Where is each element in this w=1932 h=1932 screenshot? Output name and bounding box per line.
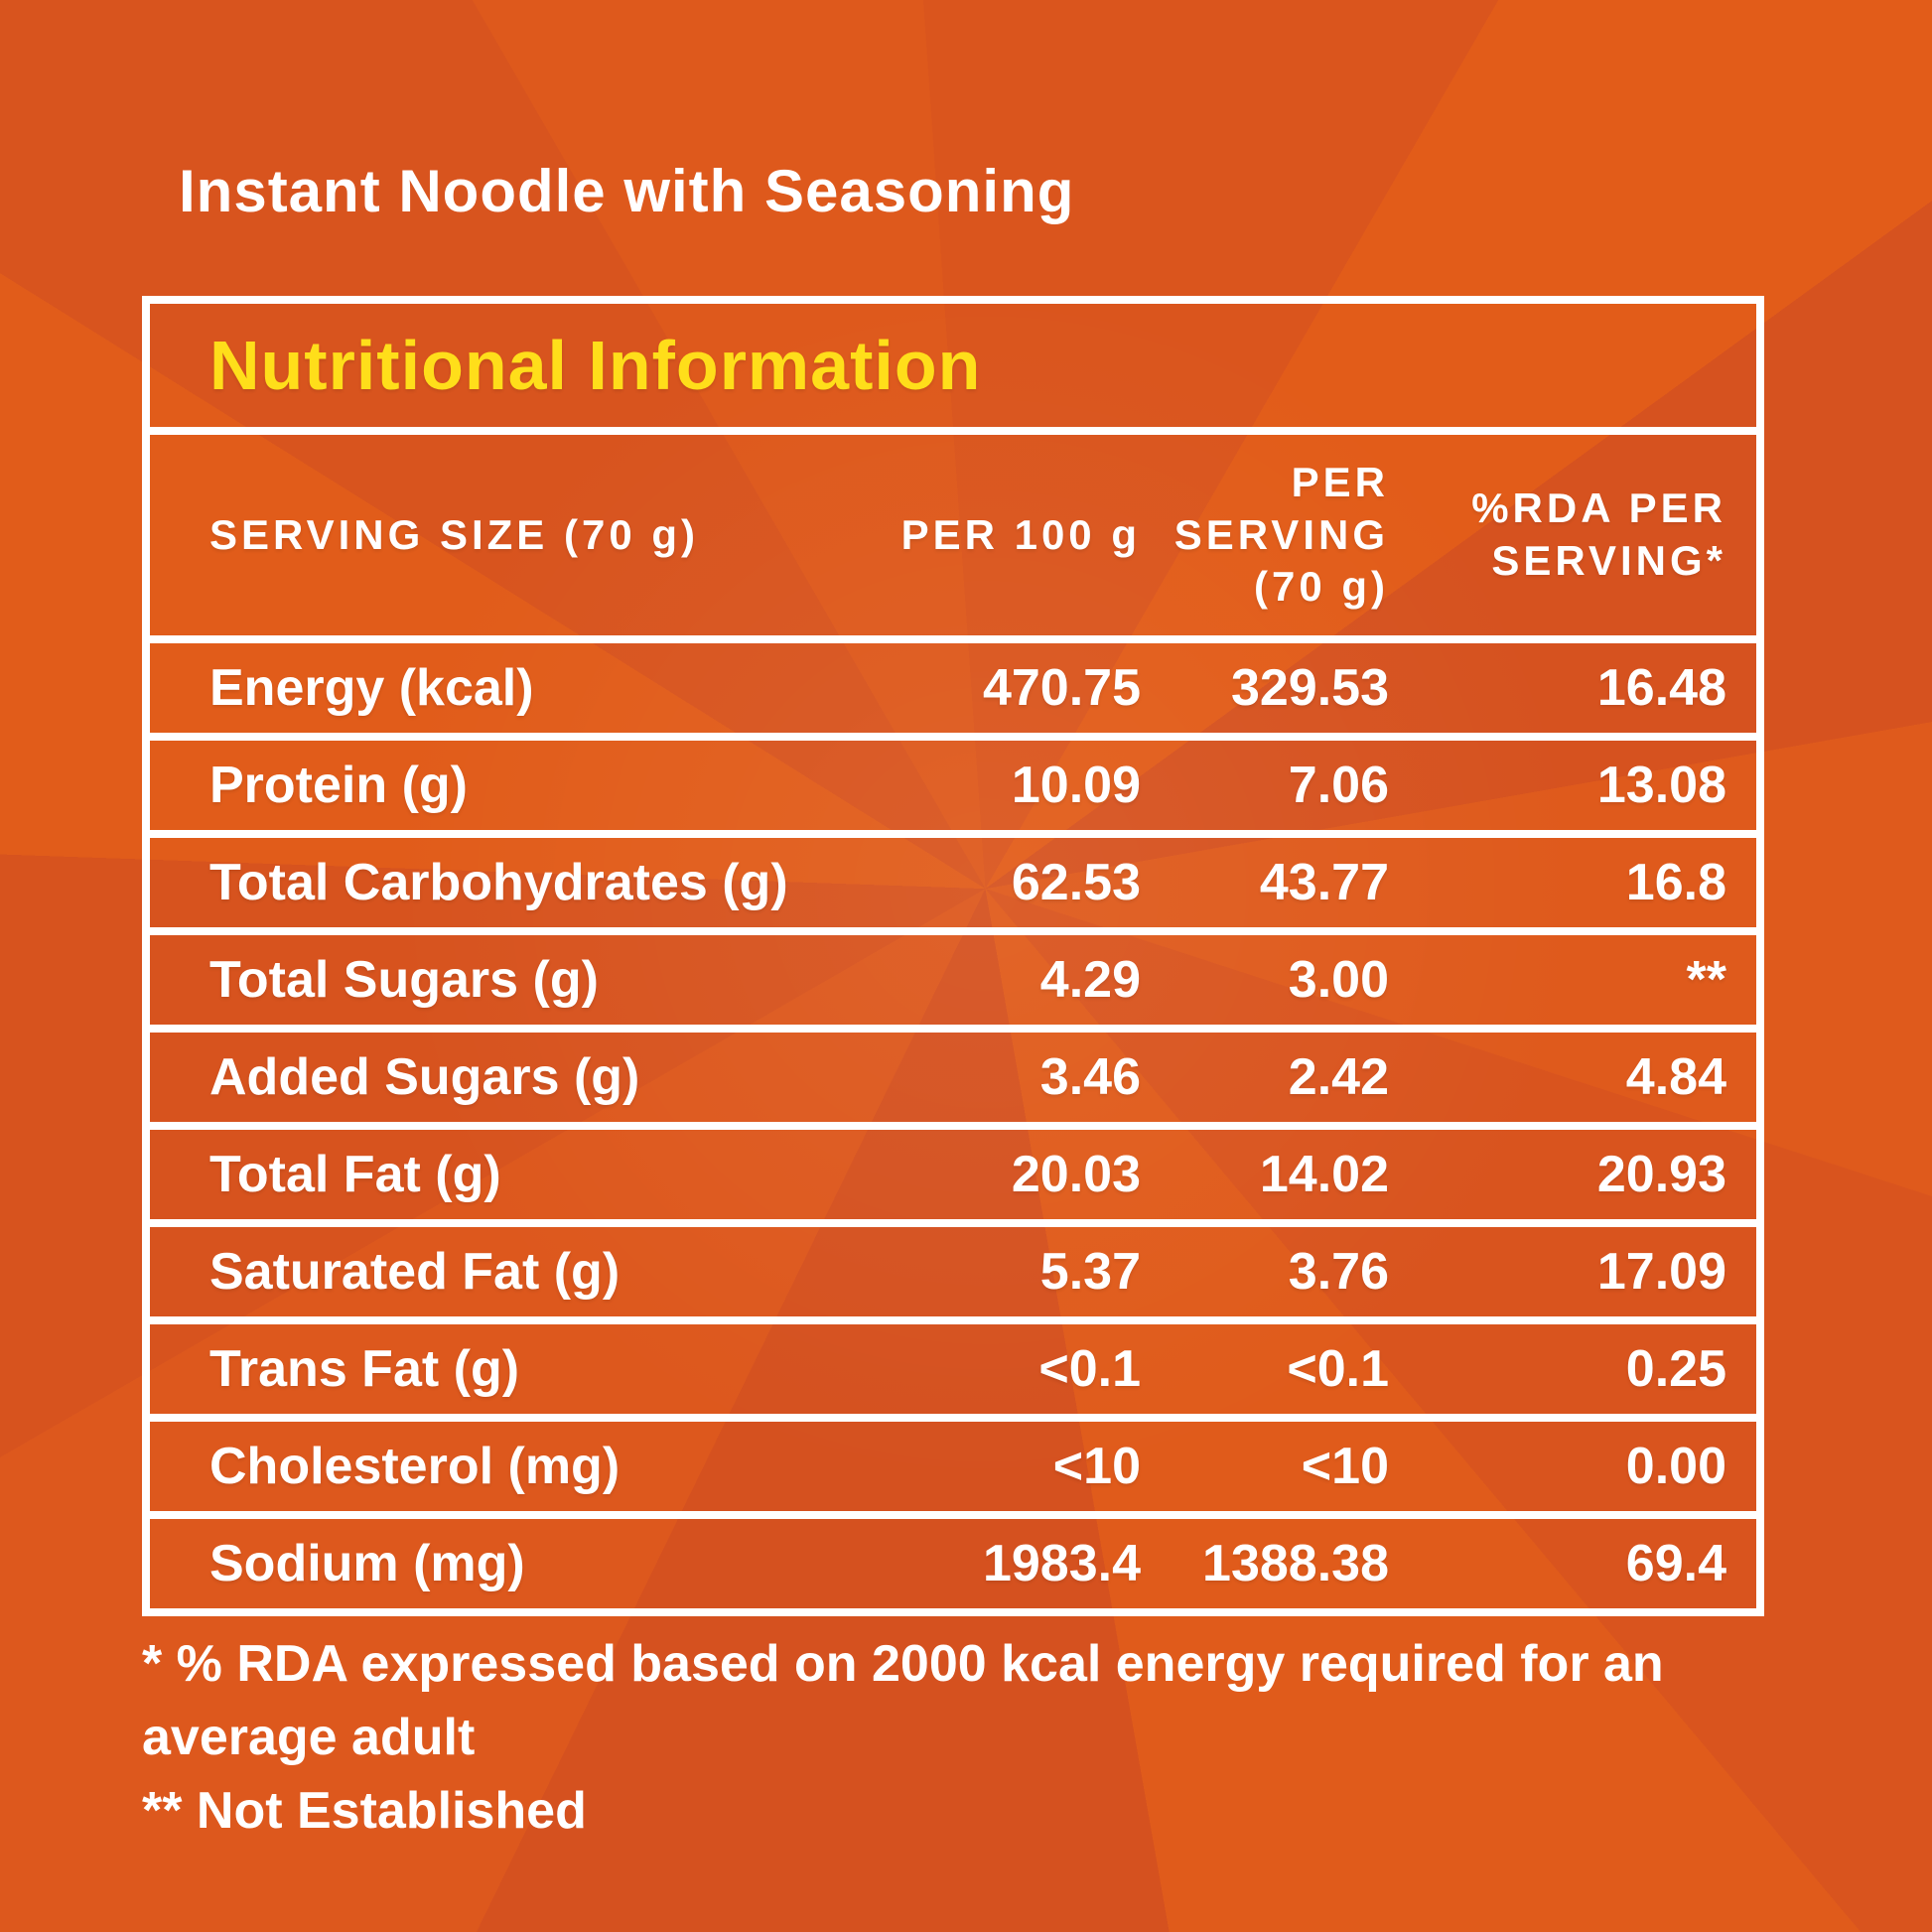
product-title: Instant Noodle with Seasoning <box>179 158 1075 224</box>
nutrient-label: Sodium (mg) <box>209 1534 525 1592</box>
rda-value: 13.08 <box>1596 756 1726 814</box>
table-row-protein: Protein (g) 10.09 7.06 13.08 <box>150 741 1756 838</box>
rda-value: 17.09 <box>1596 1242 1726 1301</box>
nutrient-label: Trans Fat (g) <box>209 1339 520 1398</box>
table-row-added-sugars: Added Sugars (g) 3.46 2.42 4.84 <box>150 1033 1756 1130</box>
per-100g-value: 10.09 <box>1011 756 1141 814</box>
rda-footnote: * % RDA expressed based on 2000 kcal ene… <box>142 1635 1664 1766</box>
per-100g-value: <0.1 <box>1038 1339 1141 1398</box>
nutrient-label: Energy (kcal) <box>209 658 534 717</box>
table-header-row: SERVING SIZE (70 g) PER 100 g PER SERVIN… <box>150 435 1756 643</box>
footnotes: * % RDA expressed based on 2000 kcal ene… <box>142 1628 1800 1848</box>
table-row-energy: Energy (kcal) 470.75 329.53 16.48 <box>150 643 1756 741</box>
per-serving-value: 43.77 <box>1259 853 1389 911</box>
per-serving-value: 3.00 <box>1288 950 1389 1009</box>
table-row-total-carbohydrates: Total Carbohydrates (g) 62.53 43.77 16.8 <box>150 838 1756 935</box>
table-row-saturated-fat: Saturated Fat (g) 5.37 3.76 17.09 <box>150 1227 1756 1324</box>
table-row-total-sugars: Total Sugars (g) 4.29 3.00 ** <box>150 935 1756 1033</box>
rda-value: 0.25 <box>1625 1339 1726 1398</box>
per-serving-value: 2.42 <box>1288 1047 1389 1106</box>
rda-value: 4.84 <box>1625 1047 1726 1106</box>
table-row-trans-fat: Trans Fat (g) <0.1 <0.1 0.25 <box>150 1324 1756 1422</box>
nutrient-label: Cholesterol (mg) <box>209 1437 621 1495</box>
per-100g-value: 20.03 <box>1011 1145 1141 1203</box>
per-serving-value: 14.02 <box>1259 1145 1389 1203</box>
nutrient-label: Total Carbohydrates (g) <box>209 853 788 911</box>
table-row-cholesterol: Cholesterol (mg) <10 <10 0.00 <box>150 1422 1756 1519</box>
per-100g-value: 3.46 <box>1039 1047 1141 1106</box>
per-serving-value: 1388.38 <box>1202 1534 1389 1592</box>
rda-value: 16.48 <box>1596 658 1726 717</box>
rda-value: 16.8 <box>1625 853 1726 911</box>
not-established-footnote: ** Not Established <box>142 1781 587 1840</box>
per-100g-value: 62.53 <box>1011 853 1141 911</box>
nutrient-label: Added Sugars (g) <box>209 1047 640 1106</box>
nutrient-label: Total Sugars (g) <box>209 950 599 1009</box>
column-header-per-100g: PER 100 g <box>900 510 1141 558</box>
per-100g-value: <10 <box>1052 1437 1141 1495</box>
nutrient-label: Saturated Fat (g) <box>209 1242 621 1301</box>
rda-value: 20.93 <box>1596 1145 1726 1203</box>
rda-value: 0.00 <box>1625 1437 1726 1495</box>
table-title: Nutritional Information <box>209 327 982 404</box>
nutrition-table: Nutritional Information SERVING SIZE (70… <box>142 296 1764 1616</box>
per-100g-value: 470.75 <box>982 658 1141 717</box>
rda-value: 69.4 <box>1625 1534 1726 1592</box>
rda-value: ** <box>1686 950 1726 1009</box>
per-100g-value: 4.29 <box>1039 950 1141 1009</box>
table-row-total-fat: Total Fat (g) 20.03 14.02 20.93 <box>150 1130 1756 1227</box>
per-serving-value: 7.06 <box>1288 756 1389 814</box>
per-100g-value: 1983.4 <box>982 1534 1141 1592</box>
table-title-row: Nutritional Information <box>150 304 1756 435</box>
nutrient-label: Protein (g) <box>209 756 468 814</box>
per-serving-value: <10 <box>1301 1437 1389 1495</box>
per-100g-value: 5.37 <box>1039 1242 1141 1301</box>
table-row-sodium: Sodium (mg) 1983.4 1388.38 69.4 <box>150 1519 1756 1608</box>
per-serving-value: <0.1 <box>1287 1339 1389 1398</box>
column-header-per-serving: PER SERVING (70 g) <box>1173 459 1389 610</box>
nutrient-label: Total Fat (g) <box>209 1145 501 1203</box>
per-serving-value: 329.53 <box>1230 658 1389 717</box>
column-header-rda-per-serving: %RDA PER SERVING* <box>1471 484 1726 584</box>
per-serving-value: 3.76 <box>1288 1242 1389 1301</box>
column-header-serving-size: SERVING SIZE (70 g) <box>209 510 699 558</box>
